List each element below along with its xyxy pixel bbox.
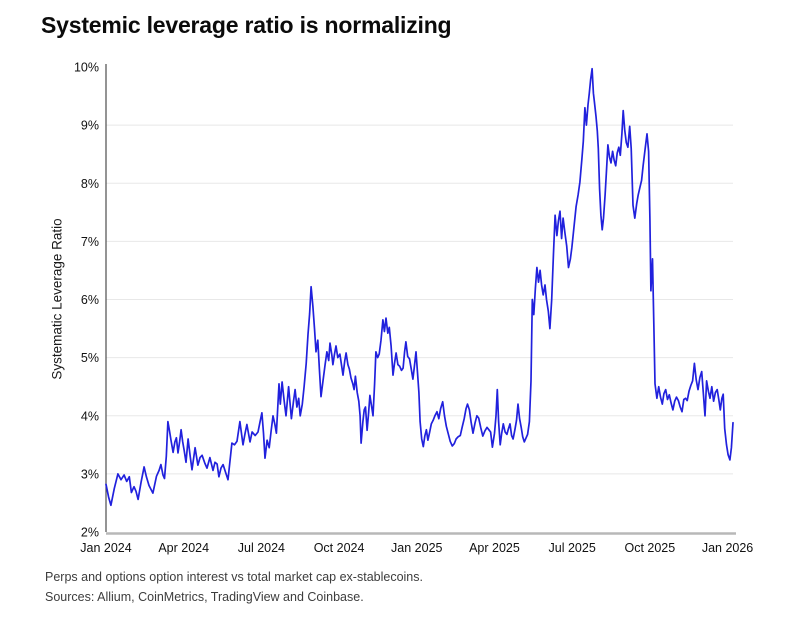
footnote-sources: Sources: Allium, CoinMetrics, TradingVie… [45,590,364,604]
x-tick-label: Jul 2025 [549,541,596,555]
y-tick-label: 6% [81,293,99,307]
y-tick-label: 4% [81,409,99,423]
y-tick-label: 9% [81,119,99,133]
x-tick-label: Oct 2025 [624,541,675,555]
y-tick-label: 7% [81,235,99,249]
x-tick-label: Jan 2024 [80,541,131,555]
y-tick-label: 2% [81,526,99,540]
x-tick-label: Apr 2025 [469,541,520,555]
x-tick-label: Jan 2026 [702,541,753,555]
x-tick-label: Jan 2025 [391,541,442,555]
x-tick-label: Oct 2024 [314,541,365,555]
y-tick-label: 3% [81,467,99,481]
y-tick-label: 10% [74,61,99,75]
y-tick-label: 5% [81,351,99,365]
x-tick-label: Jul 2024 [238,541,285,555]
leverage-ratio-line [105,67,734,507]
page-title: Systemic leverage ratio is normalizing [41,12,452,38]
y-axis-title: Systematic Leverage Ratio [49,218,65,380]
y-tick-label: 8% [81,177,99,191]
x-tick-label: Apr 2024 [158,541,209,555]
footnote-description: Perps and options option interest vs tot… [45,570,423,584]
